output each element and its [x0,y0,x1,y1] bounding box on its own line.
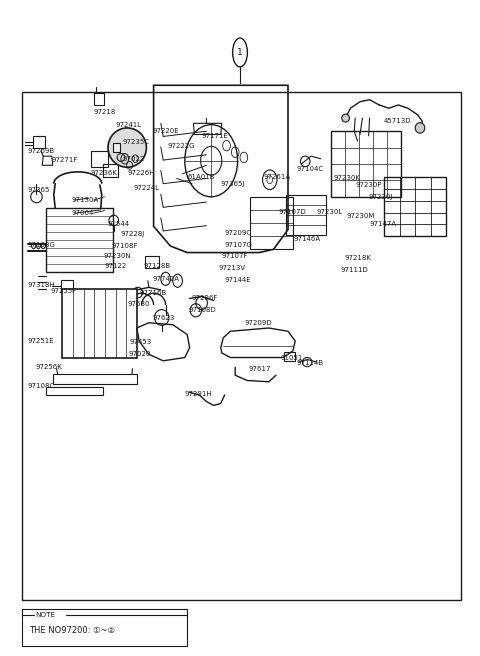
Text: 97108C: 97108C [28,383,55,390]
Text: 97228J: 97228J [121,231,145,237]
Ellipse shape [108,128,146,167]
Text: 97680: 97680 [127,300,150,307]
Text: NOTE: NOTE [35,612,55,619]
Text: 97220E: 97220E [153,128,179,134]
Text: 97020: 97020 [129,351,151,358]
Bar [145,256,159,268]
Bar [250,197,293,249]
Text: 97241L: 97241L [115,121,141,128]
Bar [33,136,45,148]
Text: 91051: 91051 [281,355,303,361]
Text: 97623: 97623 [153,314,175,321]
Text: 97122: 97122 [105,263,127,270]
Text: THE NO97200: ①~②: THE NO97200: ①~② [29,626,115,635]
Text: 97171E: 97171E [202,133,228,139]
Text: 97224L: 97224L [133,184,159,191]
Text: 97218: 97218 [94,108,116,115]
Text: 97251E: 97251E [28,338,54,344]
Text: 97218K: 97218K [345,255,372,261]
Text: 97114B: 97114B [297,360,324,367]
Text: 97230M: 97230M [347,213,375,220]
Text: 97209C: 97209C [225,230,252,236]
Text: 1: 1 [237,48,243,57]
Text: 97296F: 97296F [192,295,218,302]
Text: 97130A: 97130A [71,197,98,203]
Text: 97291H: 97291H [185,391,213,398]
Text: 97107F: 97107F [222,253,248,260]
Text: 97230P: 97230P [355,182,382,188]
Bar [103,164,118,177]
Text: 97128B: 97128B [143,263,170,270]
Text: 97318H: 97318H [28,281,56,288]
Text: 97236K: 97236K [90,169,117,176]
Text: 97742A: 97742A [153,276,180,282]
Text: 97230N: 97230N [103,253,131,259]
Bar [91,151,108,167]
Text: 97230K: 97230K [334,175,360,182]
Text: 97256K: 97256K [36,364,63,371]
Bar [22,609,187,646]
Bar [61,280,73,292]
Bar [384,177,446,236]
Bar [286,195,326,235]
Text: 97209D: 97209D [245,319,273,326]
Text: 97108G: 97108G [28,241,56,248]
Text: 97716B: 97716B [139,289,167,296]
Text: 97453: 97453 [130,338,152,345]
Text: 97222G: 97222G [168,142,195,149]
Text: 97365: 97365 [28,187,50,194]
Text: 97022: 97022 [122,156,144,163]
Text: 97147A: 97147A [370,220,397,227]
Bar [284,352,295,361]
Bar [62,289,137,358]
Bar [113,143,120,152]
Ellipse shape [342,114,349,122]
Text: 97213V: 97213V [218,265,246,272]
Text: 97261A: 97261A [263,174,290,180]
Text: 97226H: 97226H [127,169,155,176]
Text: 97064: 97064 [71,210,94,216]
Bar [331,131,401,197]
Text: 97271F: 97271F [52,157,78,163]
Text: 97107G: 97107G [225,241,252,248]
Bar [22,92,461,600]
Ellipse shape [415,123,425,133]
Text: 97104C: 97104C [296,166,324,173]
Text: 97111D: 97111D [341,266,369,273]
Text: 61A01B: 61A01B [187,174,215,180]
Text: 97144E: 97144E [225,277,251,283]
Bar [46,208,113,272]
Text: 97230L: 97230L [317,209,343,215]
Text: 97255F: 97255F [50,288,76,295]
Text: 91544: 91544 [108,220,130,227]
Text: 97617: 97617 [249,366,271,373]
Text: 97107D: 97107D [278,209,306,215]
Text: 97230J: 97230J [369,194,393,200]
Text: 97235C: 97235C [122,138,149,145]
Text: 97108D: 97108D [189,307,216,314]
Text: 97108F: 97108F [111,243,138,249]
Text: 97146A: 97146A [294,236,321,242]
Text: 45713D: 45713D [384,118,411,125]
Text: 97365J: 97365J [221,180,245,187]
Text: 97269B: 97269B [28,148,55,154]
Bar [94,93,104,105]
